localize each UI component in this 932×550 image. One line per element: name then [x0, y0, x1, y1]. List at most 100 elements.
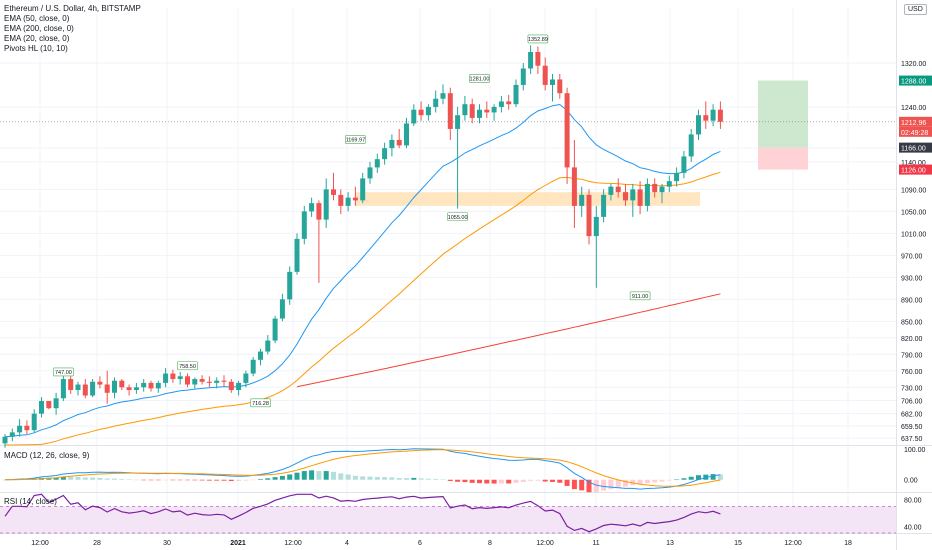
y-tick-label: 659.50	[901, 424, 923, 431]
pivot-label-box	[177, 361, 198, 370]
macd-histogram-bar	[301, 471, 307, 480]
chart-title: Ethereum / U.S. Dollar, 4h, BITSTAMP	[4, 4, 141, 13]
macd-histogram-bar	[163, 479, 169, 481]
macd-histogram-bar	[60, 476, 66, 480]
macd-histogram-bar	[345, 474, 351, 480]
candle-body	[53, 398, 59, 409]
legend-pivots[interactable]: Pivots HL (10, 10)	[4, 44, 68, 53]
candle-body	[425, 106, 431, 116]
pivot-label: 1169.97	[346, 138, 365, 144]
macd-title[interactable]: MACD (12, 26, close, 9)	[4, 451, 90, 460]
x-tick-label: 12:00	[284, 540, 302, 547]
macd-histogram-bar	[425, 478, 431, 480]
legend-ema200[interactable]: EMA (200, close, 0)	[4, 24, 74, 33]
candle-body	[396, 139, 402, 146]
macd-histogram-bar	[68, 476, 74, 480]
ema20-line	[4, 103, 721, 438]
macd-histogram-bar	[155, 479, 161, 481]
macd-histogram-bar	[484, 479, 490, 484]
x-tick-label: 12:00	[536, 540, 554, 547]
macd-histogram-bar	[571, 479, 577, 490]
macd-histogram-bar	[542, 479, 548, 482]
y-tick-label: 1320.00	[901, 61, 926, 68]
macd-histogram-bar	[133, 479, 139, 481]
ema-lines	[4, 103, 721, 446]
macd-histogram-bar	[294, 472, 300, 480]
currency-badge[interactable]: USD	[904, 4, 927, 15]
candle-body	[192, 379, 198, 385]
candle-body	[477, 109, 482, 118]
x-tick-label: 18	[844, 540, 852, 547]
macd-histogram-bar	[404, 478, 409, 480]
stop-price-label: 1126.00	[901, 168, 926, 175]
macd-histogram-bar	[170, 479, 176, 481]
macd-line	[4, 448, 721, 490]
x-tick-label: 28	[93, 540, 101, 547]
macd-histogram-bar	[382, 477, 388, 480]
candle-body	[243, 373, 249, 383]
candle-body	[345, 197, 351, 206]
macd-histogram-bar	[659, 479, 665, 482]
y-tick-label: 790.00	[901, 352, 923, 359]
candle-body	[367, 167, 373, 179]
axes: 1320.001240.001165.001140.001090.001050.…	[31, 61, 932, 547]
x-tick-label: 13	[666, 540, 674, 547]
macd-histogram-bar	[717, 474, 723, 480]
candle-body	[520, 68, 526, 85]
macd-histogram-bar	[236, 479, 242, 481]
macd-histogram-bar	[550, 479, 555, 482]
candle-body	[236, 382, 242, 391]
macd-histogram-bar	[440, 479, 446, 480]
candle-body	[666, 181, 672, 187]
candle-body	[528, 51, 534, 69]
macd-histogram-bar	[608, 479, 614, 489]
candle-body	[593, 216, 599, 237]
macd-histogram-bar	[119, 478, 125, 480]
x-tick-label: 12:00	[31, 540, 49, 547]
candle-body	[214, 380, 220, 383]
target-price-label: 1288.00	[901, 79, 926, 86]
candle-body	[338, 194, 344, 206]
rsi-title[interactable]: RSI (14, close)	[4, 497, 57, 506]
rsi-tick-label: 40.00	[904, 524, 922, 531]
candle-body	[389, 139, 395, 149]
pivot-label: 1055.00	[448, 215, 468, 221]
macd-histogram-bar	[279, 475, 285, 480]
candle-body	[696, 115, 701, 135]
candle-body	[571, 167, 577, 206]
candle-body	[170, 373, 176, 380]
macd-histogram-bar	[82, 477, 88, 480]
pivot-label: 716.28	[252, 401, 269, 407]
macd-histogram-bar	[433, 478, 439, 480]
rsi-line	[4, 493, 721, 533]
candle-body	[9, 432, 15, 437]
legend-ema20[interactable]: EMA (20, close, 0)	[4, 34, 70, 43]
ema50-line	[5, 171, 721, 446]
x-tick-label: 12:00	[784, 540, 802, 547]
macd-histogram-bar	[309, 470, 315, 480]
candle-body	[608, 186, 614, 195]
macd-histogram-bar	[97, 477, 103, 480]
macd-histogram-bar	[148, 479, 154, 481]
candle-body	[659, 186, 665, 193]
pivot-label: 1352.89	[528, 37, 548, 43]
candle-body	[316, 203, 322, 220]
macd-histogram-bar	[520, 479, 526, 482]
macd-histogram-bar	[666, 479, 672, 481]
y-tick-label: 970.00	[901, 253, 923, 260]
legend-ema50[interactable]: EMA (50, close, 0)	[4, 14, 70, 23]
candle-body	[206, 381, 212, 383]
rsi-band	[0, 506, 896, 533]
x-tick-label: 2021	[230, 540, 246, 547]
macd-histogram-bar	[593, 479, 599, 493]
y-tick-label: 1050.00	[901, 209, 926, 216]
macd-histogram-bar	[287, 474, 293, 480]
candle-body	[185, 376, 190, 385]
macd-histogram-bar	[688, 476, 694, 480]
entry-price-label: 1166.00	[901, 146, 926, 153]
candle-body	[703, 115, 709, 121]
candle-body	[155, 382, 161, 389]
candle-body	[360, 178, 366, 201]
